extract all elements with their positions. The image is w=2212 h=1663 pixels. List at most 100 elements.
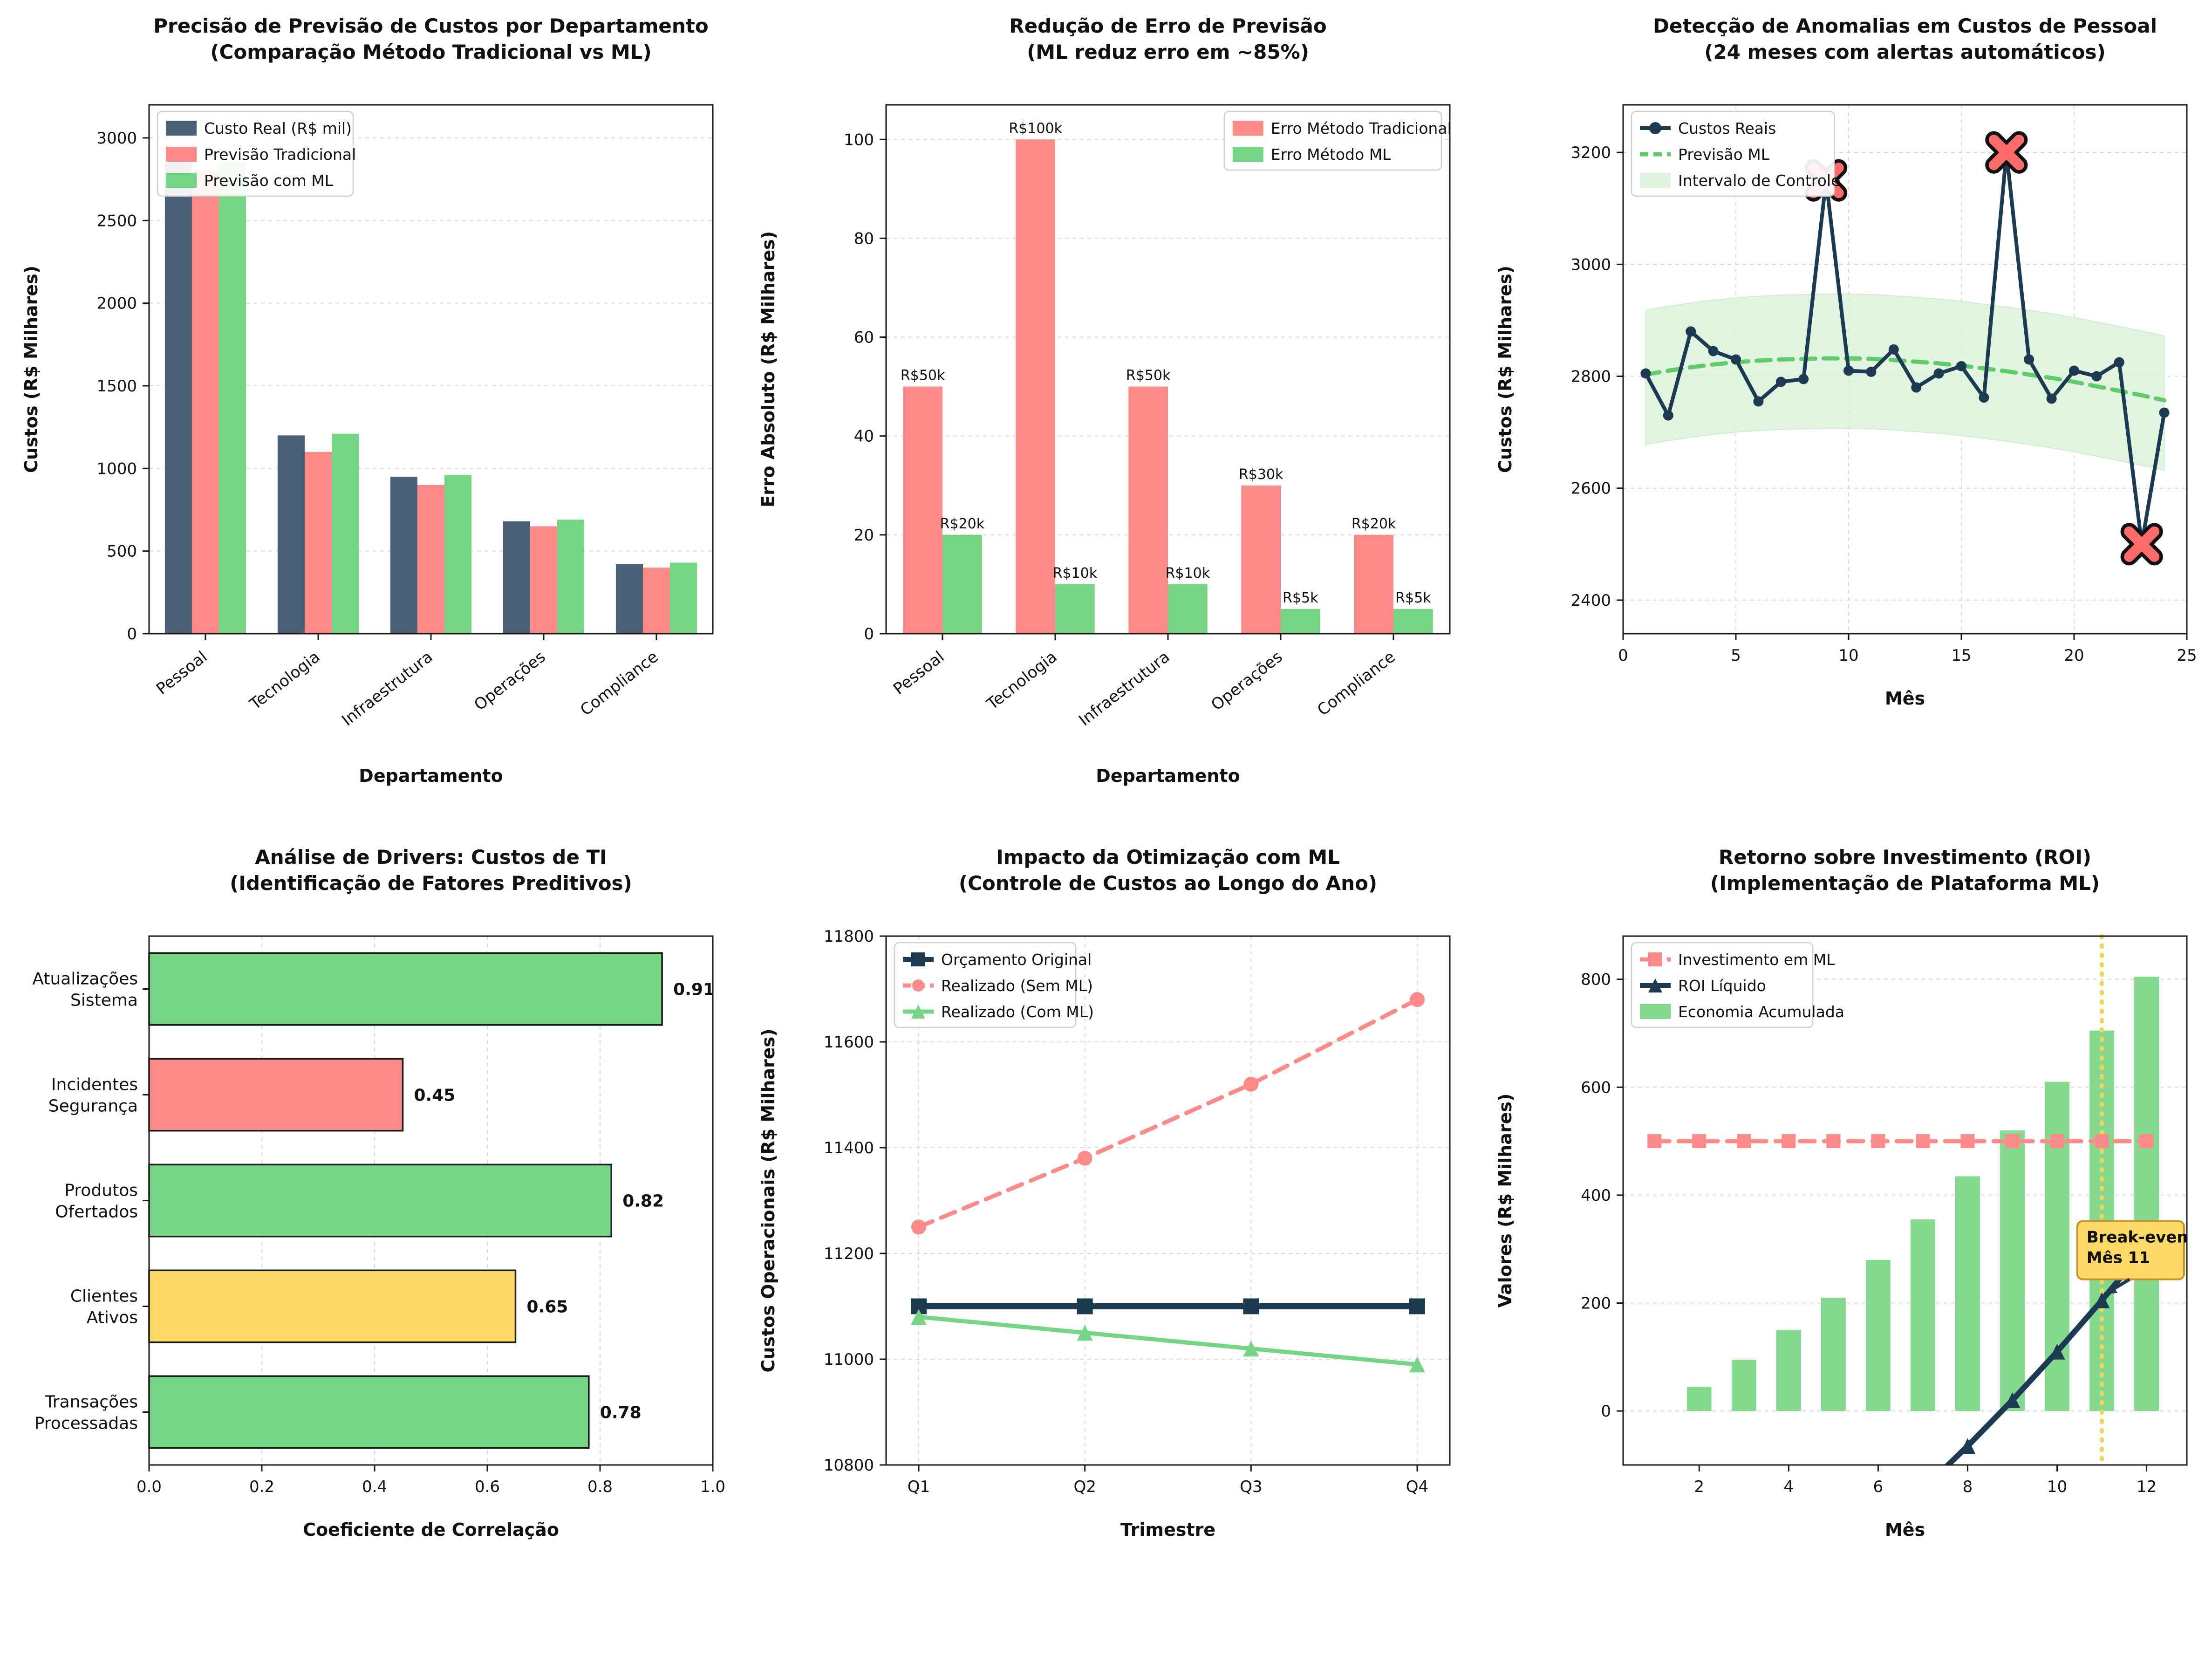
square-marker-icon [1692, 1134, 1707, 1149]
ml-optimization-impact-plot: 10800 11000 11200 11400 11600 11800 Q1 Q2 Q3 Q4 Im… [758, 846, 1451, 1540]
y-tick-label: 80 [854, 229, 874, 248]
x-axis-label: Mês [1885, 1519, 1925, 1540]
bar-Compliance [670, 562, 697, 634]
circle-marker-icon [1243, 1076, 1259, 1092]
y-category-label: Produtos [64, 1181, 138, 1200]
bar-savings [1731, 1360, 1756, 1411]
bar-value-label: R$10k [1166, 565, 1210, 582]
bar-Pessoal [903, 386, 942, 634]
circle-marker-icon [1686, 326, 1696, 337]
y-category-label: Transações [44, 1393, 138, 1412]
y-tick-label: 0 [864, 625, 874, 643]
bar-value-label: R$5k [1395, 590, 1431, 606]
roi-plot: 0 200 400 600 800 2 4 6 8 10 12 Retorno sobre Inves… [1495, 846, 2188, 1540]
x-tick-label: Infraestrutura [1075, 648, 1173, 730]
bar-value-label: 0.78 [600, 1403, 642, 1423]
y-category-label: Segurança [48, 1097, 138, 1116]
chart-error-reduction: R$50k R$100k R$50k R$30k R$20k R$20k R$10k R$10… [737, 0, 1474, 831]
bar-Pessoal [191, 171, 219, 634]
triangle-marker-icon [2049, 1343, 2065, 1360]
y-category-label: Atualizações [32, 970, 138, 989]
y-tick-label: 40 [854, 427, 874, 446]
bar-Pessoal [942, 534, 982, 634]
bar-savings [2134, 976, 2159, 1411]
x-tick-label: 10 [2047, 1478, 2067, 1496]
bar-value-label: R$30k [1239, 466, 1284, 483]
circle-marker-icon [1077, 1150, 1092, 1166]
legend-box [1631, 110, 1835, 197]
y-tick-label: 11200 [824, 1245, 874, 1263]
legend-box [157, 110, 354, 197]
circle-marker-icon [1640, 368, 1651, 379]
bar-value-label: R$100k [1009, 120, 1062, 137]
x-tick-label: Tecnologia [246, 648, 324, 714]
bar-Pessoal [219, 162, 246, 634]
bar-Compliance [1393, 609, 1433, 634]
y-axis-label: Custos (R$ Milhares) [1495, 266, 1516, 473]
circle-marker-icon [1410, 992, 1425, 1007]
circle-marker-icon [1753, 396, 1764, 407]
square-marker-icon [1647, 1134, 1662, 1149]
chart-driver-analysis: 0.91 0.45 0.82 0.65 0.78 Atualizações Sistema I… [0, 831, 737, 1663]
circle-marker-icon [1731, 354, 1741, 365]
bar-value-label: R$20k [940, 516, 985, 532]
triangle-marker-icon [2094, 1292, 2110, 1308]
x-tick-label: Infraestrutura [338, 648, 436, 730]
triangle-marker-icon [1959, 1438, 1976, 1454]
circle-marker-icon [2159, 407, 2170, 418]
bar-Infraestrutura [390, 477, 417, 634]
x-tick-label: 4 [1783, 1478, 1794, 1496]
square-marker-icon [1648, 952, 1662, 966]
chart-title: (Comparação Método Tradicional vs ML) [210, 41, 651, 63]
x-tick-label: 0.8 [587, 1478, 613, 1496]
y-category-label: Ativos [87, 1308, 138, 1328]
y-tick-label: 60 [854, 328, 874, 347]
x-tick-label: Compliance [1314, 648, 1399, 720]
circle-marker-icon [1843, 365, 1854, 376]
circle-marker-icon [1775, 376, 1786, 387]
bar-Operações [503, 521, 530, 634]
breakeven-annotation-text: Break-even [2087, 1228, 2188, 1247]
circle-marker-icon [2114, 357, 2124, 368]
bar-Infraestrutura [1128, 386, 1168, 634]
x-axis-label: Departamento [1096, 766, 1240, 786]
bar-savings [1821, 1297, 1846, 1411]
y-tick-label: 11400 [824, 1139, 874, 1157]
bar-driver [148, 1058, 404, 1132]
bar-driver [148, 1375, 590, 1449]
chart-title: (Identificação de Fatores Preditivos) [230, 872, 632, 895]
x-tick-label: 0.0 [137, 1478, 162, 1496]
y-tick-label: 11600 [824, 1033, 874, 1052]
circle-marker-icon [912, 979, 924, 992]
y-tick-label: 2800 [1570, 368, 1611, 386]
square-marker-icon [2095, 1134, 2109, 1149]
chart-title: Impacto da Otimização com ML [996, 846, 1340, 869]
error-reduction-plot: R$50k R$100k R$50k R$30k R$20k R$20k R$10k R$10… [758, 14, 1452, 786]
x-tick-label: 0.6 [475, 1478, 500, 1496]
bar-savings [1865, 1259, 1891, 1411]
square-marker-icon [1737, 1134, 1751, 1149]
bar-driver [148, 1269, 517, 1343]
anomaly-x-icon [1988, 135, 2024, 171]
circle-marker-icon [1979, 392, 1989, 403]
x-axis-label: Trimestre [1120, 1519, 1215, 1540]
bar-Tecnologia [332, 433, 359, 634]
y-tick-label: 1500 [96, 377, 137, 396]
y-tick-label: 11800 [824, 927, 874, 946]
y-category-label: Clientes [70, 1287, 138, 1306]
chart-title: Análise de Drivers: Custos de TI [255, 846, 607, 869]
data-line [1643, 356, 2167, 403]
y-tick-label: 600 [1581, 1078, 1611, 1097]
legend-swatch [166, 173, 197, 188]
bar-Compliance [1354, 534, 1393, 634]
anomaly-x-icon [2124, 526, 2160, 562]
annotation-arrowhead-icon [2104, 1284, 2118, 1295]
circle-marker-icon [2024, 354, 2034, 365]
bar-value-label: R$5k [1283, 590, 1318, 606]
bar-Compliance [642, 568, 670, 634]
bar-Tecnologia [1055, 584, 1095, 634]
legend-swatch [166, 121, 197, 136]
legend-box [894, 942, 1077, 1028]
legend-label: Economia Acumulada [1678, 1003, 1844, 1021]
legend-label: Investimento em ML [1678, 951, 1835, 969]
